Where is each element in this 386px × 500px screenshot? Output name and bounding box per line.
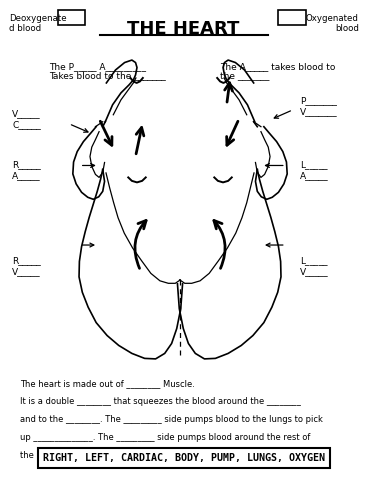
Text: The A_____ takes blood to: The A_____ takes blood to bbox=[220, 62, 335, 72]
Text: C_____: C_____ bbox=[12, 120, 41, 129]
Text: and to the ________. The _________ side pumps blood to the lungs to pick: and to the ________. The _________ side … bbox=[20, 415, 322, 424]
Text: It is a double ________ that squeezes the blood around the ________: It is a double ________ that squeezes th… bbox=[20, 397, 300, 406]
Text: V_____: V_____ bbox=[12, 268, 41, 276]
Text: THE HEART: THE HEART bbox=[127, 20, 240, 38]
Text: Oxygenated
blood: Oxygenated blood bbox=[306, 14, 359, 33]
Text: R_____: R_____ bbox=[12, 160, 41, 169]
Bar bbox=[278, 10, 306, 25]
Text: P_______: P_______ bbox=[300, 96, 337, 106]
Text: R_____: R_____ bbox=[12, 256, 41, 266]
Text: V_____: V_____ bbox=[12, 109, 41, 118]
Text: the _______: the _______ bbox=[220, 72, 269, 80]
Text: The P_____ A_________: The P_____ A_________ bbox=[49, 62, 146, 72]
Text: RIGHT, LEFT, CARDIAC, BODY, PUMP, LUNGS, OXYGEN: RIGHT, LEFT, CARDIAC, BODY, PUMP, LUNGS,… bbox=[43, 453, 325, 463]
Text: Takes blood to the _______: Takes blood to the _______ bbox=[49, 72, 166, 80]
Text: L_____: L_____ bbox=[300, 160, 328, 169]
Text: The heart is made out of ________ Muscle.: The heart is made out of ________ Muscle… bbox=[20, 380, 195, 388]
Text: V_____: V_____ bbox=[300, 268, 329, 276]
Text: A_____: A_____ bbox=[300, 171, 329, 180]
Text: V_______: V_______ bbox=[300, 108, 338, 116]
Bar bbox=[58, 10, 85, 25]
Text: L_____: L_____ bbox=[300, 256, 328, 266]
Text: A_____: A_____ bbox=[12, 171, 41, 180]
Text: the body.: the body. bbox=[20, 451, 58, 460]
Text: up ______________. The _________ side pumps blood around the rest of: up ______________. The _________ side pu… bbox=[20, 433, 310, 442]
Text: Deoxygenate
d blood: Deoxygenate d blood bbox=[8, 14, 66, 33]
